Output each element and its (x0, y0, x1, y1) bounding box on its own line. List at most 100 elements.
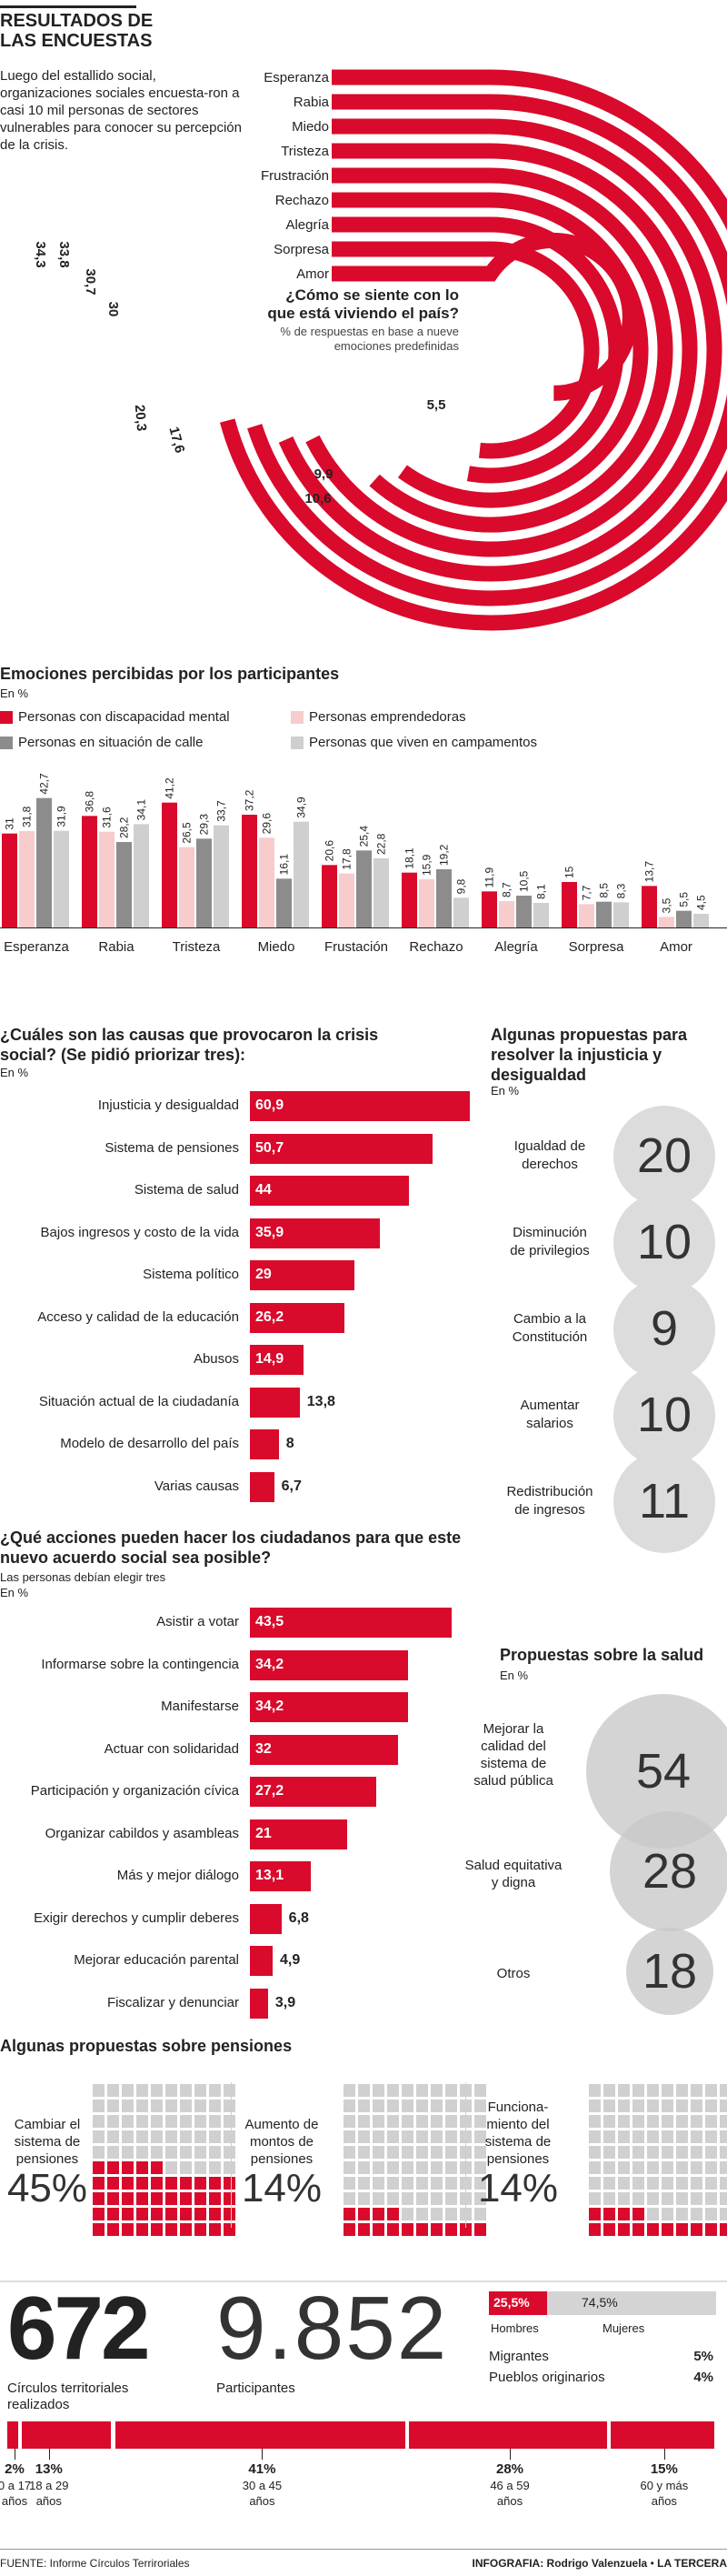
pens-cell (151, 2192, 163, 2205)
pens-cell (603, 2146, 615, 2159)
pens-cell (618, 2161, 630, 2174)
emo-value-5-3: 25,4 (358, 826, 371, 847)
pens-cell (344, 2223, 355, 2236)
spiral-ring-6 (332, 192, 649, 508)
pens-cell (180, 2100, 192, 2112)
spiral-ring-9 (332, 232, 638, 401)
pens-cell (691, 2100, 702, 2112)
pens-cell (445, 2192, 457, 2205)
emo-bar-3-3 (196, 838, 212, 927)
pens-cell (431, 2177, 443, 2190)
pens-cell (676, 2130, 688, 2143)
spiral-label-8: Sorpresa (274, 242, 330, 257)
pens-cell (603, 2115, 615, 2128)
age-range-5: 60 y más (640, 2479, 689, 2492)
age-range-4: 46 a 59 (490, 2479, 530, 2492)
pens-cell (589, 2223, 601, 2236)
pens-cell (647, 2177, 659, 2190)
pens-cell (618, 2130, 630, 2143)
pens-cell (632, 2192, 644, 2205)
mujeres-label: Mujeres (603, 2321, 645, 2335)
emo-value-8-1: 15 (563, 866, 576, 878)
age-pct-3: 41% (248, 2461, 276, 2477)
cause-bar-10 (250, 1471, 274, 1502)
pens-cell (165, 2223, 177, 2236)
salud-title: Propuestas sobre la salud (500, 1646, 704, 1664)
pens-cell (474, 2115, 486, 2128)
pens-cell (358, 2192, 370, 2205)
pens-cell (107, 2177, 119, 2190)
pens-cell (618, 2115, 630, 2128)
action-value-2: 34,2 (255, 1656, 284, 1672)
pens-cell (632, 2177, 644, 2190)
pens-cell (720, 2223, 727, 2236)
pens-cell (676, 2146, 688, 2159)
pens-cell (589, 2146, 601, 2159)
emo-category-3: Tristeza (173, 939, 221, 955)
pens-cell (720, 2130, 727, 2143)
emo-bar-4-2 (259, 837, 274, 927)
pens-cell (136, 2208, 148, 2220)
cause-label-6: Acceso y calidad de la educación (37, 1308, 239, 1325)
pens-cell (387, 2130, 399, 2143)
emo-bar-9-2 (659, 917, 674, 927)
pens-cell (180, 2146, 192, 2159)
pens-cell (224, 2115, 235, 2128)
action-value-8: 6,8 (288, 1909, 309, 1926)
emo-value-5-2: 17,8 (341, 848, 354, 870)
legend-swatch-1 (0, 711, 13, 724)
pens-cell (165, 2146, 177, 2159)
pens-cell (165, 2100, 177, 2112)
emo-value-9-1: 13,7 (643, 861, 656, 883)
pens-cell (344, 2115, 355, 2128)
emo-value-9-2: 3,5 (661, 897, 673, 913)
pens-cell (705, 2223, 717, 2236)
footer-source: FUENTE: Informe Círculos Terriroriales (0, 2557, 190, 2570)
pens-cell (676, 2223, 688, 2236)
pens-cell (209, 2223, 221, 2236)
pens-cell (402, 2192, 413, 2205)
pens-cell (224, 2223, 235, 2236)
pens-cell (416, 2192, 428, 2205)
emo-value-2-2: 31,6 (101, 807, 114, 828)
salud-circle-3 (626, 1928, 713, 2015)
pens-cell (603, 2208, 615, 2220)
action-label-3: Manifestarse (161, 1699, 239, 1714)
age-tick-3 (262, 2449, 264, 2460)
pens-cell (720, 2084, 727, 2097)
emo-bar-5-2 (339, 873, 354, 927)
pens-cell (209, 2100, 221, 2112)
pens-cell (618, 2100, 630, 2112)
pens-cell (431, 2146, 443, 2159)
cause-bar-4 (250, 1218, 380, 1248)
hombres-pct: 25,5% (493, 2295, 530, 2310)
emo-bar-6-1 (402, 872, 417, 927)
pens-cell (474, 2192, 486, 2205)
cause-value-1: 60,9 (255, 1098, 284, 1113)
action-value-1: 43,5 (255, 1614, 284, 1629)
pens-cell (603, 2130, 615, 2143)
pens-cell (603, 2192, 615, 2205)
pens-cell (416, 2208, 428, 2220)
circulos-label-line2: realizados (7, 2397, 70, 2412)
salud-label-1-2: calidad del (481, 1739, 546, 1754)
pens-cell (474, 2177, 486, 2190)
pens-pct-1: 45% (6, 2166, 88, 2210)
pens-cell (431, 2115, 443, 2128)
emo-value-1-3: 42,7 (38, 773, 51, 795)
age-unit-3: años (249, 2494, 275, 2508)
pens-cell (705, 2208, 717, 2220)
emo-value-6-4: 9,8 (455, 878, 468, 894)
pens-cell (662, 2100, 673, 2112)
pens-cell (373, 2115, 384, 2128)
pens-cell (358, 2100, 370, 2112)
age-tick-4 (510, 2449, 511, 2460)
pens-cell (358, 2208, 370, 2220)
emo-value-4-2: 29,6 (261, 813, 274, 835)
emo-value-7-1: 11,9 (483, 867, 496, 888)
pens-cell (603, 2100, 615, 2112)
pens-cell (107, 2130, 119, 2143)
spiral-question-line2: que está viviendo el país? (267, 305, 459, 322)
ej-title-line1: Algunas propuestas para (491, 1026, 688, 1044)
